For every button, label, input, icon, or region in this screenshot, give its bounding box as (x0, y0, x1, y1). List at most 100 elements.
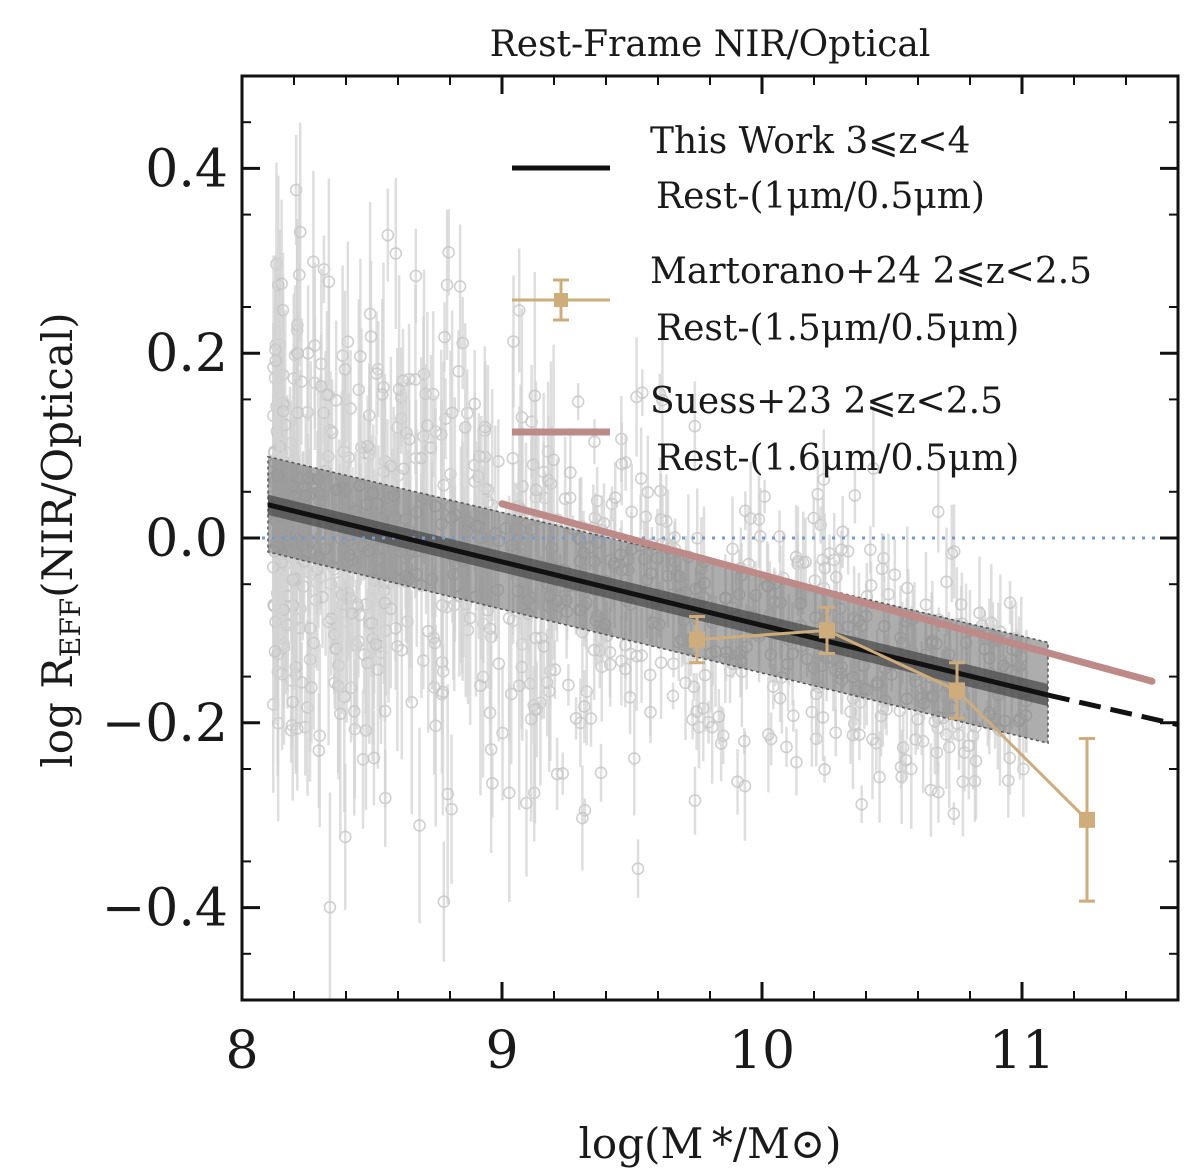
sample-marker (829, 726, 843, 739)
sample-marker (359, 724, 373, 737)
sample-marker (478, 420, 492, 434)
sample-marker (866, 733, 879, 746)
sample-point (440, 209, 454, 361)
sample-marker (362, 409, 376, 422)
y-axis-label-subscript: EFF (54, 598, 87, 657)
sample-marker (389, 247, 403, 260)
sample-marker (940, 575, 953, 589)
sample-marker (564, 466, 577, 479)
sample-marker (396, 374, 410, 387)
sample-point (814, 506, 827, 544)
sample-marker (417, 367, 431, 381)
sample-point (492, 585, 506, 742)
sample-marker (930, 746, 944, 759)
sample-marker (738, 734, 751, 748)
sample-point (744, 461, 757, 575)
sample-point (317, 382, 331, 444)
sample-marker (641, 485, 655, 499)
sample-point (438, 302, 451, 372)
sample-point (445, 734, 458, 884)
sample-point (364, 260, 378, 413)
sample-marker (818, 561, 832, 575)
sample-marker (397, 462, 411, 476)
sample-marker (413, 819, 426, 832)
sample-point (594, 743, 608, 802)
sample-marker (528, 389, 542, 403)
sample-point (666, 682, 680, 710)
y-tick-label: 0.0 (145, 509, 228, 569)
sample-marker (666, 689, 680, 703)
sample-marker (436, 685, 450, 699)
sample-marker (712, 710, 726, 723)
sample-marker (486, 777, 499, 790)
sample-marker (453, 280, 467, 293)
sample-point (714, 705, 728, 782)
fit-lines (242, 500, 1178, 728)
sample-marker (762, 728, 775, 741)
sample-point (1003, 581, 1017, 625)
sample-marker (835, 543, 848, 557)
sample-point (486, 748, 499, 819)
sample-point (762, 676, 775, 793)
y-axis-label-main: log R (33, 656, 82, 768)
sample-marker (317, 406, 331, 420)
sample-marker (817, 473, 831, 486)
sample-marker (873, 770, 886, 784)
sample-point (848, 467, 862, 524)
sample-point (615, 422, 629, 506)
sample-marker (625, 505, 639, 519)
sample-marker (818, 763, 831, 776)
sample-marker (630, 649, 643, 663)
sample-marker (268, 645, 282, 658)
sample-point (268, 578, 282, 725)
sample-marker (502, 786, 516, 800)
sample-point (773, 674, 787, 723)
sample-point (630, 337, 643, 457)
sample-point (653, 373, 667, 414)
sample-marker (438, 330, 451, 344)
sample-marker (731, 775, 744, 789)
sample-marker (338, 690, 351, 704)
sample-point (644, 680, 657, 744)
sample-marker (773, 530, 786, 543)
sample-point (569, 697, 583, 740)
x-tick-label: 10 (729, 1021, 795, 1081)
sample-marker (619, 662, 632, 676)
sample-marker (305, 681, 318, 694)
sample-marker (483, 622, 497, 635)
sample-marker (440, 278, 454, 292)
sample-marker (329, 393, 343, 407)
sample-point (1001, 743, 1015, 818)
sample-point (780, 726, 793, 768)
sample-marker (744, 512, 757, 525)
sample-point (396, 328, 410, 433)
sample-marker (867, 462, 880, 475)
sample-point (528, 272, 542, 520)
sample-marker (421, 419, 434, 432)
sample-marker (569, 712, 583, 725)
martorano-point (949, 682, 965, 699)
sample-point (924, 743, 938, 837)
sample-point (305, 631, 318, 744)
sample-point (276, 285, 290, 335)
y-tick-label: −0.2 (102, 694, 228, 754)
sample-marker (631, 862, 645, 875)
sample-marker (445, 406, 459, 420)
sample-marker (307, 636, 321, 650)
sample-marker (942, 740, 956, 754)
sample-point (347, 606, 361, 816)
sample-marker (293, 225, 307, 239)
sample-marker (353, 608, 366, 622)
sample-marker (291, 406, 304, 420)
sample-marker (924, 783, 938, 797)
sample-marker (594, 766, 608, 780)
sample-marker (932, 785, 945, 799)
sample-marker (578, 700, 591, 713)
martorano-series (689, 605, 1095, 903)
sample-point (731, 748, 744, 815)
sample-marker (615, 654, 628, 668)
sample-marker (456, 336, 470, 350)
sample-point (289, 135, 303, 245)
sample-point (458, 323, 472, 532)
sample-marker (809, 687, 823, 701)
